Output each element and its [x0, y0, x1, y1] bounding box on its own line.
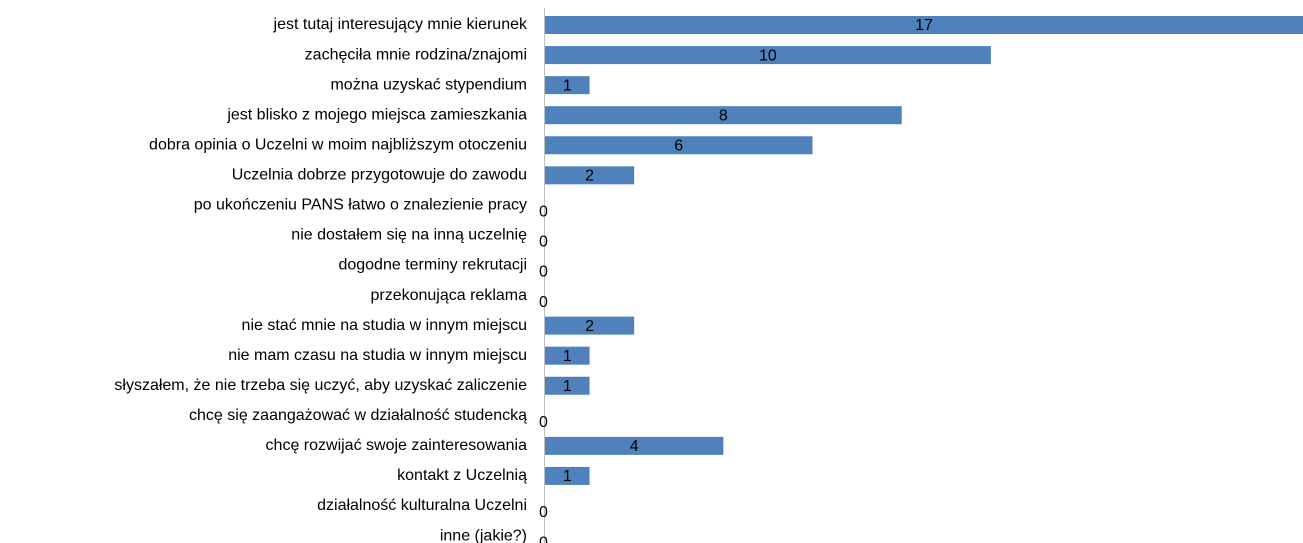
- bar: [545, 106, 902, 125]
- value-label: 0: [539, 504, 548, 521]
- bar: [545, 376, 590, 395]
- y-tick-label: Uczelnia dobrze przygotowuje do zawodu: [232, 167, 527, 184]
- value-label: 1: [563, 468, 572, 485]
- value-label: 8: [719, 107, 728, 124]
- value-label: 2: [585, 168, 594, 185]
- y-tick-label: jest tutaj interesujący mnie kierunek: [273, 16, 528, 33]
- y-tick-label: słyszałem, że nie trzeba się uczyć, aby …: [114, 377, 527, 394]
- bar: [545, 46, 991, 65]
- value-label: 1: [563, 348, 572, 365]
- bar: [545, 316, 635, 335]
- y-tick-label: przekonująca reklama: [370, 287, 527, 304]
- value-label: 10: [759, 47, 777, 64]
- value-label: 0: [539, 414, 548, 431]
- value-label: 0: [539, 294, 548, 311]
- value-label: 0: [539, 264, 548, 281]
- y-tick-label: nie dostałem się na inną uczelnię: [291, 227, 527, 244]
- y-tick-label: można uzyskać stypendium: [330, 76, 527, 93]
- y-tick-label: dobra opinia o Uczelni w moim najbliższy…: [149, 136, 527, 153]
- bar: [545, 436, 724, 455]
- bar: [545, 466, 590, 485]
- value-label: 17: [915, 17, 933, 34]
- y-tick-label: nie mam czasu na studia w innym miejscu: [228, 347, 527, 364]
- y-tick-label: chcę rozwijać swoje zainteresowania: [266, 437, 528, 454]
- y-tick-label: po ukończeniu PANS łatwo o znalezienie p…: [194, 197, 527, 214]
- bar: [545, 166, 635, 185]
- y-tick-label: inne (jakie?): [440, 527, 527, 543]
- value-label: 2: [585, 318, 594, 335]
- value-label: 6: [674, 137, 683, 154]
- y-tick-label: kontakt z Uczelnią: [397, 467, 527, 484]
- y-tick-label: chcę się zaangażować w działalność stude…: [189, 407, 527, 424]
- value-label: 4: [630, 438, 639, 455]
- bar: [545, 16, 1303, 35]
- value-label: 1: [563, 77, 572, 94]
- y-tick-label: nie stać mnie na studia w innym miejscu: [242, 317, 527, 334]
- bar: [545, 76, 590, 95]
- bar: [545, 136, 813, 155]
- value-label: 0: [539, 204, 548, 221]
- value-label: 0: [539, 534, 548, 543]
- value-label: 0: [539, 234, 548, 251]
- y-tick-label: dogodne terminy rekrutacji: [338, 257, 527, 274]
- y-tick-label: jest blisko z mojego miejsca zamieszkani…: [226, 106, 527, 123]
- bar: [545, 346, 590, 365]
- y-tick-label: zachęciła mnie rodzina/znajomi: [305, 46, 527, 63]
- y-tick-label: działalność kulturalna Uczelni: [317, 497, 527, 514]
- value-label: 1: [563, 378, 572, 395]
